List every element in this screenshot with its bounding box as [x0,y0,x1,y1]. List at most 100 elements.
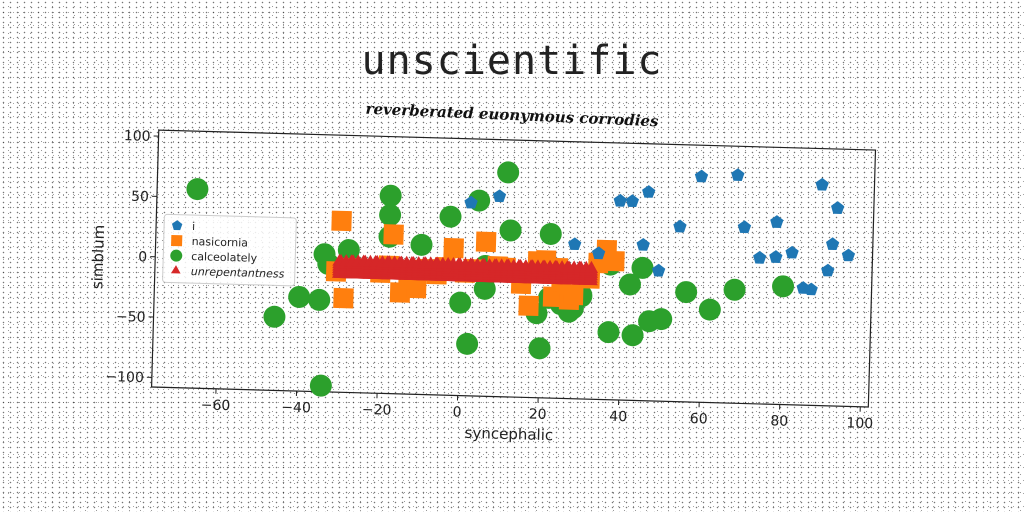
i-point [591,246,606,260]
calceolately-point [618,273,641,296]
calceolately-point [449,291,472,314]
i-point [821,263,835,277]
legend-label: i [192,220,195,233]
i-point [737,220,752,234]
x-tick-label: −60 [201,397,231,414]
nasicornia-point [406,277,427,299]
legend-label: calceolately [191,250,258,265]
calceolately-point [473,277,496,300]
legend-item: unrepentantness [170,265,285,281]
calceolately-point [499,219,522,242]
nasicornia-point [443,237,464,259]
y-axis-label: simblum [88,224,108,289]
nasicornia-point [518,295,539,317]
nasicornia-point [333,287,354,309]
unrepentantness-point [584,260,599,274]
y-tick-label: 100 [124,128,151,145]
series-i [464,168,856,296]
x-tick-label: −40 [281,400,311,417]
x-tick-label: 40 [609,409,627,425]
calceolately-point [723,278,746,301]
calceolately-point [675,281,698,304]
i-point [568,237,582,251]
legend-box [162,213,297,287]
nasicornia-point [383,224,404,245]
i-point [815,177,829,191]
legend-item: nasicornia [171,234,248,250]
calceolately-point [539,222,562,245]
x-tick-label: −20 [362,402,392,419]
calceolately-point [309,374,332,397]
nasicornia-point [331,210,352,232]
x-tick-label: 60 [690,411,708,427]
calceolately-point [337,239,360,262]
i-point [826,237,840,251]
plot-area: −60 −40 −20 0 20 40 60 80 100 −100 −50 0 50 100 sync… [88,128,877,444]
x-tick-label: 20 [529,407,547,423]
i-point [642,185,656,198]
y-axis: −100 −50 0 50 100 [105,128,159,386]
calceolately-point [497,161,520,184]
series-unrepentantness [331,253,599,286]
nasicornia-point [389,282,411,303]
i-point [769,250,783,263]
calceolately-point [621,324,644,347]
i-point [753,250,767,264]
x-tick-label: 100 [846,415,873,432]
y-tick-label: 0 [138,249,147,265]
plot-frame [150,129,877,408]
calceolately-point [631,256,654,279]
y-tick-label: 50 [131,189,149,205]
i-point [673,219,687,233]
legend-marker [170,249,183,262]
i-point [831,201,845,214]
calceolately-point [308,288,331,311]
i-point [841,248,856,262]
x-axis-label: syncephalic [464,424,553,444]
nasicornia-point [604,250,625,272]
y-tick-label: −50 [116,309,146,326]
i-point [770,215,784,228]
x-tick-label: 0 [452,404,461,420]
calceolately-point [186,178,209,201]
legend-label: nasicornia [191,235,248,250]
i-point [731,168,745,181]
y-tick-label: −100 [105,369,144,386]
legend-marker [171,234,183,247]
x-tick-label: 80 [770,413,788,429]
calceolately-point [772,275,795,298]
i-point [636,238,650,251]
legend-item: i [171,220,195,233]
page-title: unscientific [361,38,663,84]
i-point [804,282,818,296]
legend-label: unrepentantness [191,265,285,281]
calceolately-point [650,308,673,331]
i-point [694,169,709,183]
calceolately-point [379,184,402,207]
calceolately-point [379,204,402,227]
i-point [492,189,507,203]
calceolately-point [456,332,479,355]
nasicornia-point [542,286,564,308]
calceolately-point [597,321,620,344]
calceolately-point [439,205,462,228]
calceolately-point [698,298,721,321]
calceolately-point [263,305,286,328]
legend-item: calceolately [170,249,258,265]
i-point [651,263,666,277]
i-point [613,193,627,207]
nasicornia-point [562,284,584,306]
calceolately-point [410,233,433,256]
data-marks [186,161,856,397]
x-axis: −60 −40 −20 0 20 40 60 80 100 [201,388,873,432]
i-point [785,245,799,259]
calceolately-point [288,285,311,308]
i-point [464,195,478,209]
calceolately-point [528,337,551,360]
legend-marker [170,265,181,274]
nasicornia-point [475,231,497,253]
i-point [625,194,640,208]
legend-marker [171,220,183,231]
